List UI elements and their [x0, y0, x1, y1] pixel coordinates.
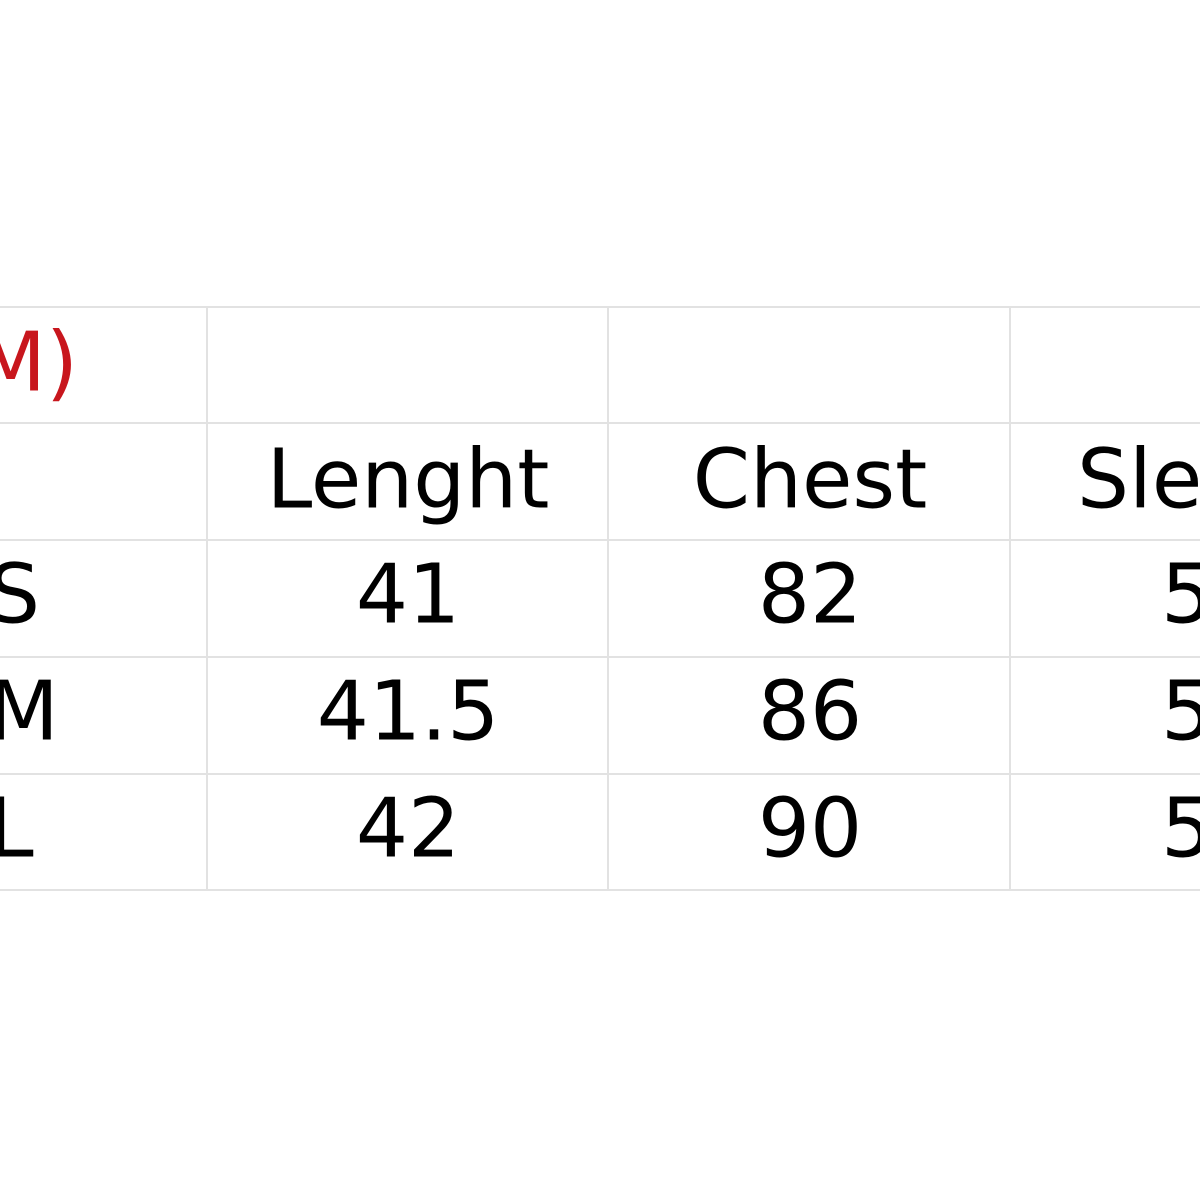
cell-value: 5 [1161, 781, 1200, 876]
cell-value: 5 [1161, 547, 1200, 642]
column-header: Chest [693, 432, 928, 527]
cell-value: 42 [356, 781, 460, 876]
cell-value: 90 [758, 781, 862, 876]
cell-value: 86 [758, 664, 862, 759]
cell-value: 41.5 [317, 664, 500, 759]
column-header: Lenght [267, 432, 550, 527]
column-header: Sle [1077, 432, 1200, 527]
size-label: M [0, 664, 59, 759]
grid [0, 306, 1200, 891]
size-label: S [0, 547, 40, 642]
cell-value: 5 [1161, 664, 1200, 759]
cell-value: 41 [356, 547, 460, 642]
table-title: M) [0, 315, 78, 410]
cell-value: 82 [758, 547, 862, 642]
size-label: L [0, 781, 34, 876]
